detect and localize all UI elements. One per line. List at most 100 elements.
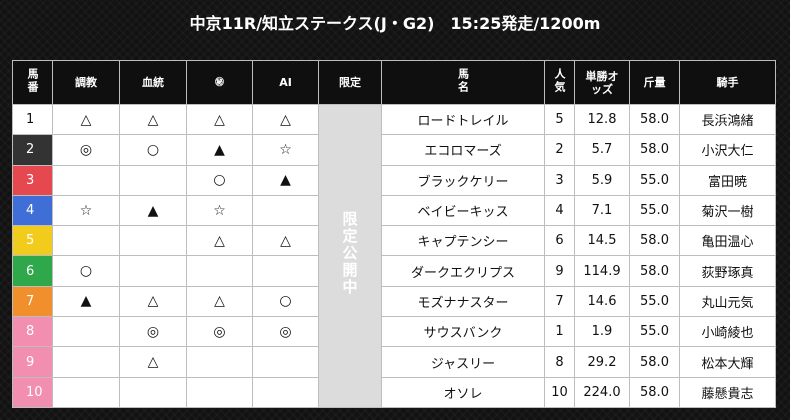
mark-kettou (119, 225, 187, 257)
win-odds: 1.9 (574, 316, 630, 348)
mark-chokyo: ◎ (52, 134, 120, 166)
jockey-name: 松本大輝 (679, 346, 776, 378)
table-row: 3 ○ ▲ ブラックケリー 3 5.9 55.0 富田暁 (12, 164, 776, 196)
mark-ai (252, 376, 319, 408)
header-kishu: 騎手 (679, 60, 776, 105)
horse-name: エコロマーズ (381, 134, 545, 166)
win-odds: 5.7 (574, 134, 630, 166)
mark-maruhi (186, 346, 253, 378)
horse-number: 10 (12, 376, 53, 408)
mark-ai (252, 194, 319, 227)
horse-name: ロードトレイル (381, 103, 545, 136)
header-maruhi: ㊙ (186, 60, 253, 105)
mark-kettou: ▲ (119, 194, 187, 227)
win-odds: 14.6 (574, 285, 630, 318)
header-kettou: 血統 (119, 60, 187, 105)
weight: 58.0 (629, 346, 680, 378)
mark-chokyo: △ (52, 103, 120, 136)
mark-maruhi: ◎ (186, 316, 253, 348)
win-odds: 5.9 (574, 164, 630, 196)
win-odds: 7.1 (574, 194, 630, 227)
mark-ai: △ (252, 225, 319, 257)
popularity: 10 (544, 376, 575, 408)
header-ai: AI (252, 60, 319, 105)
jockey-name: 荻野琢真 (679, 255, 776, 287)
popularity: 9 (544, 255, 575, 287)
mark-ai (252, 255, 319, 287)
popularity: 1 (544, 316, 575, 348)
popularity: 4 (544, 194, 575, 227)
mark-chokyo (52, 164, 120, 196)
horse-number: 2 (12, 134, 53, 166)
entry-table: 馬番 調教 血統 ㊙ AI 限定 馬名 人気 単勝オッズ 斤量 騎手 1 △ △ △ △… (12, 60, 776, 408)
mark-chokyo (52, 346, 120, 378)
horse-number: 8 (12, 316, 53, 348)
horse-name: ダークエクリプス (381, 255, 545, 287)
horse-number: 4 (12, 194, 53, 227)
weight: 58.0 (629, 134, 680, 166)
mark-chokyo (52, 376, 120, 408)
popularity: 3 (544, 164, 575, 196)
table-row: 5 △ △ キャプテンシー 6 14.5 58.0 亀田温心 (12, 225, 776, 257)
jockey-name: 小崎綾也 (679, 316, 776, 348)
horse-number: 6 (12, 255, 53, 287)
horse-number: 9 (12, 346, 53, 378)
header-odds: 単勝オッズ (574, 60, 630, 105)
horse-number: 1 (12, 103, 53, 136)
mark-maruhi: ○ (186, 164, 253, 196)
jockey-name: 菊沢一樹 (679, 194, 776, 227)
popularity: 2 (544, 134, 575, 166)
jockey-name: 亀田温心 (679, 225, 776, 257)
header-umaban: 馬番 (12, 60, 53, 105)
win-odds: 114.9 (574, 255, 630, 287)
popularity: 8 (544, 346, 575, 378)
mark-ai: △ (252, 103, 319, 136)
jockey-name: 小沢大仁 (679, 134, 776, 166)
mark-kettou (119, 376, 187, 408)
mark-maruhi (186, 376, 253, 408)
mark-kettou: △ (119, 285, 187, 318)
table-row: 6 ○ ダークエクリプス 9 114.9 58.0 荻野琢真 (12, 255, 776, 287)
header-bamei: 馬名 (381, 60, 545, 105)
header-ninki: 人気 (544, 60, 575, 105)
table-row: 2 ◎ ○ ▲ ☆ エコロマーズ 2 5.7 58.0 小沢大仁 (12, 134, 776, 166)
mark-maruhi: ☆ (186, 194, 253, 227)
weight: 58.0 (629, 376, 680, 408)
header-kinryo: 斤量 (629, 60, 680, 105)
mark-kettou (119, 255, 187, 287)
popularity: 6 (544, 225, 575, 257)
table-row: 9 △ ジャスリー 8 29.2 58.0 松本大輝 (12, 346, 776, 378)
mark-maruhi: ▲ (186, 134, 253, 166)
horse-name: キャプテンシー (381, 225, 545, 257)
mark-kettou: △ (119, 346, 187, 378)
weight: 58.0 (629, 225, 680, 257)
mark-ai (252, 346, 319, 378)
table-row: 10 オソレ 10 224.0 58.0 藤懸貴志 (12, 376, 776, 408)
horse-name: ジャスリー (381, 346, 545, 378)
mark-ai: ◎ (252, 316, 319, 348)
horse-number: 7 (12, 285, 53, 318)
mark-ai: ○ (252, 285, 319, 318)
mark-chokyo: ☆ (52, 194, 120, 227)
mark-chokyo: ▲ (52, 285, 120, 318)
mark-chokyo: ○ (52, 255, 120, 287)
mark-kettou: ◎ (119, 316, 187, 348)
weight: 55.0 (629, 316, 680, 348)
restricted-column: 限定公開中 (318, 104, 382, 408)
mark-kettou (119, 164, 187, 196)
horse-name: オソレ (381, 376, 545, 408)
jockey-name: 長浜鴻緒 (679, 103, 776, 136)
weight: 58.0 (629, 103, 680, 136)
mark-chokyo (52, 225, 120, 257)
mark-maruhi: △ (186, 225, 253, 257)
header-gentei: 限定 (318, 60, 382, 105)
jockey-name: 富田暁 (679, 164, 776, 196)
maruhi-icon: ㊙ (212, 76, 227, 90)
win-odds: 29.2 (574, 346, 630, 378)
horse-number: 5 (12, 225, 53, 257)
mark-maruhi: △ (186, 103, 253, 136)
popularity: 5 (544, 103, 575, 136)
weight: 55.0 (629, 194, 680, 227)
jockey-name: 丸山元気 (679, 285, 776, 318)
horse-name: サウスバンク (381, 316, 545, 348)
